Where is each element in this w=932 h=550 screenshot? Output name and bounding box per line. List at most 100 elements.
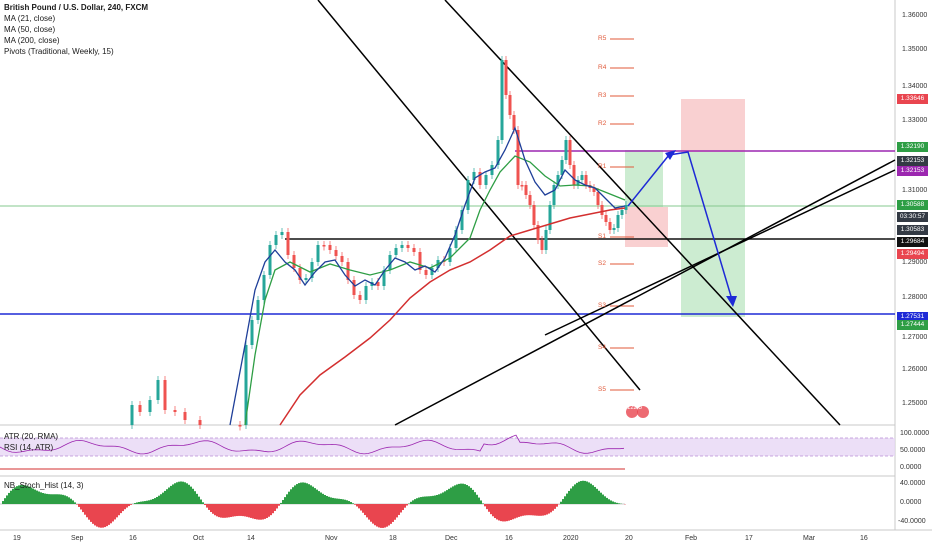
atr-pane-label[interactable]: ATR (20, RMA) (4, 432, 59, 441)
candle (560, 160, 564, 175)
stoch-bar (28, 486, 30, 504)
stoch-bar (454, 485, 456, 504)
stoch-bar (324, 494, 326, 504)
stoch-bar (68, 497, 70, 504)
legend-ma200[interactable]: MA (200, close) (4, 36, 60, 45)
candle (156, 380, 160, 400)
stoch-bar (328, 496, 330, 504)
candle (540, 240, 544, 250)
stoch-bar (118, 504, 120, 516)
stoch-bar (122, 504, 124, 512)
trendline-lower-channel[interactable] (444, 0, 841, 426)
rsi-pane-label[interactable]: RSI (14, ATR) (4, 443, 54, 452)
stoch-bar (58, 494, 60, 504)
small-loss-zone[interactable] (625, 207, 668, 247)
projection-arrow[interactable] (627, 151, 734, 304)
stoch-bar (316, 489, 318, 504)
stoch-bar (368, 504, 370, 520)
stoch-bar (314, 488, 316, 504)
stoch-bar (102, 504, 104, 528)
stoch-bar (16, 486, 18, 504)
candle (298, 268, 302, 280)
candle (346, 262, 350, 280)
stoch-bar (524, 504, 526, 516)
candle (286, 232, 290, 255)
stoch-bar (148, 500, 150, 504)
stoch-bar (554, 504, 556, 509)
candle (316, 245, 320, 262)
short-stop-zone[interactable] (681, 99, 745, 152)
ma50-line (244, 155, 626, 426)
stoch-bar (282, 500, 284, 504)
stoch-bar (582, 480, 584, 504)
stoch-bar (494, 504, 496, 519)
stoch-bar (530, 504, 532, 516)
pivot-label-s5: S5 (598, 386, 606, 393)
stoch-pane-label[interactable]: NB_Stoch_Hist (14, 3) (4, 481, 84, 490)
candle (490, 165, 494, 175)
trendline-upper-channel[interactable] (317, 0, 641, 391)
legend-pivots[interactable]: Pivots (Traditional, Weekly, 15) (4, 47, 114, 56)
event-badge-label: 122 5 (627, 405, 643, 411)
candle (292, 255, 296, 268)
stoch-bar (42, 493, 44, 504)
legend-symbol[interactable]: British Pound / U.S. Dollar, 240, FXCM (4, 3, 149, 12)
small-profit-zone[interactable] (625, 150, 663, 207)
stoch-bar (344, 499, 346, 504)
stoch-bar (544, 504, 546, 516)
stoch-bar (52, 494, 54, 504)
date-tick: Oct (193, 535, 204, 542)
arrow-head-down (726, 296, 737, 307)
tag-1-29494: 1.29494 (897, 249, 928, 259)
stoch-bar (336, 498, 338, 504)
event-badge-icon[interactable] (626, 406, 638, 418)
trendline-rising-1[interactable] (394, 159, 896, 426)
stoch-bar (268, 504, 270, 517)
stoch-bar (418, 497, 420, 504)
stoch-bar (296, 484, 298, 504)
date-tick: 16 (505, 535, 513, 542)
stoch-bar (348, 501, 350, 504)
stoch-bar (468, 486, 470, 504)
stoch-bar (14, 487, 16, 504)
stoch-bar (100, 504, 102, 528)
trendline-rising-2[interactable] (544, 169, 896, 336)
tag-1-32153-a: 1.32153 (897, 156, 928, 166)
legend-ma21[interactable]: MA (21, close) (4, 14, 56, 23)
stoch-bar (466, 484, 468, 504)
event-badge-icon-2[interactable] (637, 406, 649, 418)
stoch-bar (592, 485, 594, 504)
stoch-bar (528, 504, 530, 516)
stoch-bar (114, 504, 116, 520)
stoch-bar (26, 485, 28, 504)
stoch-bar (330, 497, 332, 504)
stoch-bar (158, 495, 160, 504)
stoch-bar (396, 504, 398, 518)
stoch-bar (154, 498, 156, 504)
stoch-bar (242, 504, 244, 517)
stoch-bar (44, 493, 46, 504)
chart-legend: British Pound / U.S. Dollar, 240, FXCM M… (4, 2, 148, 57)
stoch-bar (604, 496, 606, 504)
stoch-bar (374, 504, 376, 526)
legend-ma50[interactable]: MA (50, close) (4, 25, 56, 34)
stoch-bar (326, 495, 328, 504)
candle (173, 410, 177, 412)
stoch-bar (514, 504, 516, 519)
stoch-bar (574, 484, 576, 504)
stoch-bar (160, 494, 162, 504)
date-tick: 2020 (563, 535, 579, 542)
stoch-bar (292, 487, 294, 504)
stoch-bar (164, 490, 166, 504)
stoch-bar (448, 488, 450, 504)
ma200-line (279, 207, 626, 426)
stoch-bar (350, 502, 352, 504)
stoch-bar (198, 496, 200, 504)
stoch-bar (134, 503, 136, 504)
stoch-bar (246, 504, 248, 517)
candle (382, 270, 386, 286)
date-tick: Dec (445, 535, 458, 542)
stoch-bar (504, 504, 506, 522)
stoch-bar (200, 499, 202, 504)
